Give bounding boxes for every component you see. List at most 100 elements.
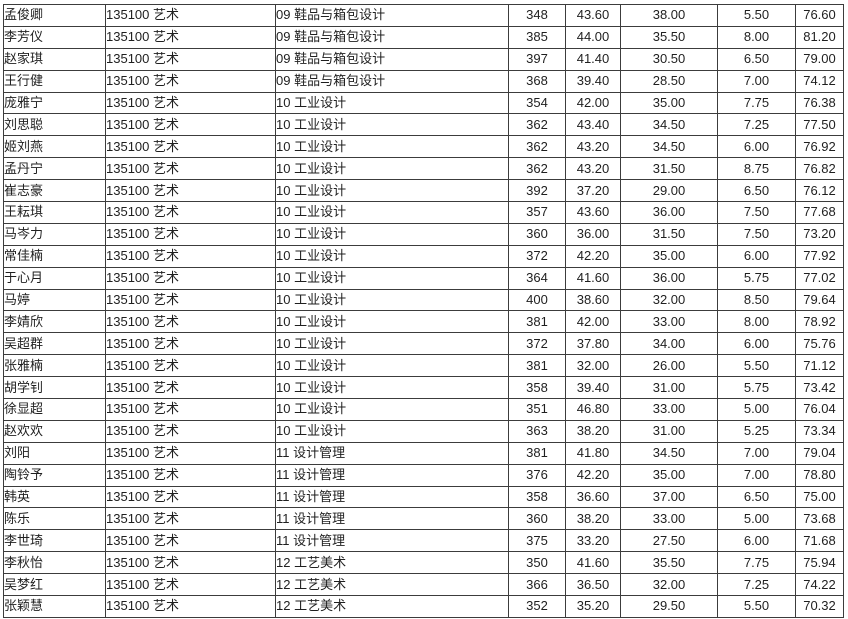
table-row: 刘思聪 135100 艺术 10 工业设计 362 43.40 34.50 7.…: [3, 113, 844, 137]
table-row: 王耘琪 135100 艺术 10 工业设计 357 43.60 36.00 7.…: [3, 201, 844, 224]
cell-score-2: 43.20: [565, 135, 621, 159]
cell-total-score: 73.20: [795, 222, 844, 246]
cell-score-3: 38.00: [620, 4, 718, 27]
cell-score-3: 33.00: [620, 507, 718, 531]
cell-major: 10 工业设计: [275, 135, 509, 159]
cell-major: 10 工业设计: [275, 244, 509, 268]
cell-score-3: 33.00: [620, 398, 718, 421]
cell-program-code: 135100 艺术: [105, 332, 276, 356]
table-row: 姬刘燕 135100 艺术 10 工业设计 362 43.20 34.50 6.…: [3, 135, 844, 159]
cell-score-4: 7.75: [717, 551, 796, 575]
table-row: 徐显超 135100 艺术 10 工业设计 351 46.80 33.00 5.…: [3, 398, 844, 421]
cell-initial-score: 362: [508, 135, 566, 159]
cell-student-name: 孟俊卿: [3, 4, 106, 27]
cell-program-code: 135100 艺术: [105, 310, 276, 334]
cell-score-3: 31.00: [620, 419, 718, 443]
cell-score-3: 35.00: [620, 91, 718, 115]
cell-score-2: 44.00: [565, 25, 621, 49]
cell-total-score: 77.68: [795, 201, 844, 224]
cell-initial-score: 354: [508, 91, 566, 115]
cell-score-4: 7.00: [717, 463, 796, 487]
cell-score-4: 5.25: [717, 419, 796, 443]
cell-initial-score: 381: [508, 310, 566, 334]
table-row: 于心月 135100 艺术 10 工业设计 364 41.60 36.00 5.…: [3, 266, 844, 290]
cell-total-score: 73.34: [795, 419, 844, 443]
cell-student-name: 胡学钊: [3, 376, 106, 400]
cell-student-name: 吴梦红: [3, 573, 106, 597]
cell-score-3: 32.00: [620, 288, 718, 312]
table-row: 吴超群 135100 艺术 10 工业设计 372 37.80 34.00 6.…: [3, 332, 844, 356]
cell-major: 09 鞋品与箱包设计: [275, 69, 509, 93]
cell-score-3: 31.50: [620, 222, 718, 246]
cell-score-3: 30.50: [620, 47, 718, 71]
cell-program-code: 135100 艺术: [105, 135, 276, 159]
cell-score-2: 42.00: [565, 310, 621, 334]
cell-score-2: 41.60: [565, 266, 621, 290]
cell-total-score: 76.92: [795, 135, 844, 159]
cell-total-score: 79.00: [795, 47, 844, 71]
cell-score-2: 46.80: [565, 398, 621, 421]
cell-total-score: 76.12: [795, 179, 844, 203]
cell-score-3: 26.00: [620, 354, 718, 378]
cell-program-code: 135100 艺术: [105, 4, 276, 27]
cell-program-code: 135100 艺术: [105, 463, 276, 487]
cell-major: 10 工业设计: [275, 179, 509, 203]
cell-program-code: 135100 艺术: [105, 441, 276, 465]
cell-program-code: 135100 艺术: [105, 91, 276, 115]
table-row: 胡学钊 135100 艺术 10 工业设计 358 39.40 31.00 5.…: [3, 376, 844, 400]
cell-score-3: 29.50: [620, 595, 718, 618]
cell-total-score: 78.92: [795, 310, 844, 334]
cell-score-4: 8.50: [717, 288, 796, 312]
cell-score-3: 32.00: [620, 573, 718, 597]
cell-student-name: 李芳仪: [3, 25, 106, 49]
table-row: 赵欢欢 135100 艺术 10 工业设计 363 38.20 31.00 5.…: [3, 419, 844, 443]
cell-major: 10 工业设计: [275, 398, 509, 421]
cell-score-4: 7.50: [717, 201, 796, 224]
cell-initial-score: 366: [508, 573, 566, 597]
cell-total-score: 73.42: [795, 376, 844, 400]
table-row: 马岑力 135100 艺术 10 工业设计 360 36.00 31.50 7.…: [3, 222, 844, 246]
table-row: 孟俊卿 135100 艺术 09 鞋品与箱包设计 348 43.60 38.00…: [3, 4, 844, 27]
cell-score-2: 42.00: [565, 91, 621, 115]
cell-score-2: 43.20: [565, 157, 621, 181]
cell-score-2: 36.00: [565, 222, 621, 246]
cell-score-3: 34.50: [620, 135, 718, 159]
cell-total-score: 77.50: [795, 113, 844, 137]
cell-score-2: 42.20: [565, 463, 621, 487]
cell-total-score: 75.76: [795, 332, 844, 356]
cell-student-name: 李世琦: [3, 529, 106, 553]
cell-score-4: 5.50: [717, 595, 796, 618]
cell-score-2: 36.50: [565, 573, 621, 597]
table-row: 王行健 135100 艺术 09 鞋品与箱包设计 368 39.40 28.50…: [3, 69, 844, 93]
cell-major: 09 鞋品与箱包设计: [275, 25, 509, 49]
cell-total-score: 81.20: [795, 25, 844, 49]
cell-program-code: 135100 艺术: [105, 354, 276, 378]
cell-score-3: 33.00: [620, 310, 718, 334]
cell-total-score: 71.12: [795, 354, 844, 378]
cell-student-name: 李婧欣: [3, 310, 106, 334]
cell-total-score: 74.22: [795, 573, 844, 597]
cell-score-4: 6.00: [717, 244, 796, 268]
table-row: 陶铃予 135100 艺术 11 设计管理 376 42.20 35.00 7.…: [3, 463, 844, 487]
cell-major: 11 设计管理: [275, 463, 509, 487]
cell-score-3: 36.00: [620, 201, 718, 224]
cell-score-3: 35.00: [620, 244, 718, 268]
cell-score-4: 7.25: [717, 573, 796, 597]
cell-score-3: 29.00: [620, 179, 718, 203]
cell-score-4: 7.50: [717, 222, 796, 246]
table-row: 张颖慧 135100 艺术 12 工艺美术 352 35.20 29.50 5.…: [3, 595, 844, 618]
cell-student-name: 赵家琪: [3, 47, 106, 71]
cell-student-name: 吴超群: [3, 332, 106, 356]
cell-major: 11 设计管理: [275, 529, 509, 553]
cell-total-score: 77.02: [795, 266, 844, 290]
table-row: 韩英 135100 艺术 11 设计管理 358 36.60 37.00 6.5…: [3, 485, 844, 509]
cell-score-4: 7.75: [717, 91, 796, 115]
cell-score-4: 5.75: [717, 376, 796, 400]
cell-major: 10 工业设计: [275, 354, 509, 378]
cell-initial-score: 381: [508, 354, 566, 378]
cell-initial-score: 362: [508, 113, 566, 137]
cell-major: 10 工业设计: [275, 419, 509, 443]
cell-major: 10 工业设计: [275, 91, 509, 115]
cell-major: 10 工业设计: [275, 376, 509, 400]
table-row: 李世琦 135100 艺术 11 设计管理 375 33.20 27.50 6.…: [3, 529, 844, 553]
